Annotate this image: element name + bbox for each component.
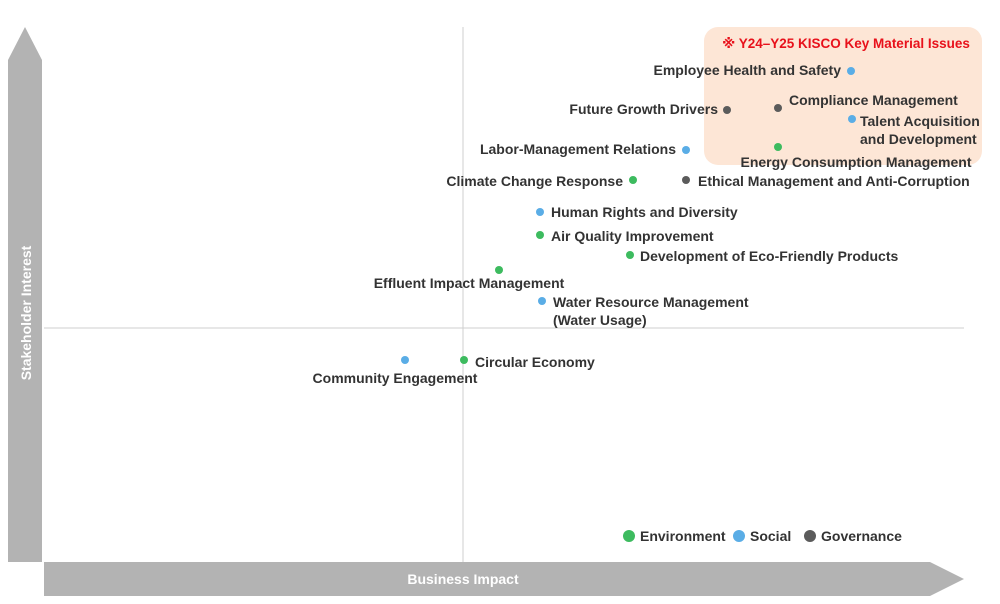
data-point-label: Compliance Management	[789, 92, 958, 108]
x-axis-title: Business Impact	[407, 571, 519, 587]
data-point-label: Talent Acquisition and Development	[860, 113, 980, 147]
data-point	[460, 356, 468, 364]
data-point	[682, 146, 690, 154]
data-point-label: Effluent Impact Management	[374, 275, 565, 291]
legend-marker-environment	[623, 530, 635, 542]
legend-marker-governance	[804, 530, 816, 542]
y-axis-title: Stakeholder Interest	[18, 245, 34, 380]
data-point-label: Labor-Management Relations	[480, 141, 676, 157]
data-point	[626, 251, 634, 259]
data-point	[536, 231, 544, 239]
key-issues-highlight	[704, 27, 982, 165]
data-point-label: Community Engagement	[313, 370, 478, 386]
data-point-label: Circular Economy	[475, 354, 595, 370]
data-point	[682, 176, 690, 184]
legend-marker-social	[733, 530, 745, 542]
data-point-label: Employee Health and Safety	[653, 62, 841, 78]
x-axis-arrow	[44, 562, 964, 596]
data-point	[774, 143, 782, 151]
data-point-label: Air Quality Improvement	[551, 228, 714, 244]
legend-label-environment: Environment	[640, 528, 726, 544]
data-point	[536, 208, 544, 216]
data-point	[774, 104, 782, 112]
data-point	[847, 67, 855, 75]
legend-label-governance: Governance	[821, 528, 902, 544]
points-layer: Employee Health and Safety Compliance Man…	[313, 62, 980, 386]
data-point-label: Climate Change Response	[446, 173, 623, 189]
data-point	[538, 297, 546, 305]
data-point-label: Ethical Management and Anti-Corruption	[698, 173, 970, 189]
data-point-label: Future Growth Drivers	[569, 101, 718, 117]
data-point	[629, 176, 637, 184]
legend: Environment Social Governance	[623, 528, 902, 544]
key-issues-title: ※ Y24–Y25 KISCO Key Material Issues	[722, 36, 970, 51]
data-point-label: Development of Eco-Friendly Products	[640, 248, 898, 264]
data-point	[495, 266, 503, 274]
legend-label-social: Social	[750, 528, 791, 544]
data-point-label: Water Resource Management (Water Usage)	[553, 294, 749, 328]
data-point	[723, 106, 731, 114]
data-point	[848, 115, 856, 123]
data-point-label: Human Rights and Diversity	[551, 204, 738, 220]
data-point-label: Energy Consumption Management	[740, 154, 971, 170]
data-point	[401, 356, 409, 364]
y-axis-arrow	[8, 27, 42, 562]
